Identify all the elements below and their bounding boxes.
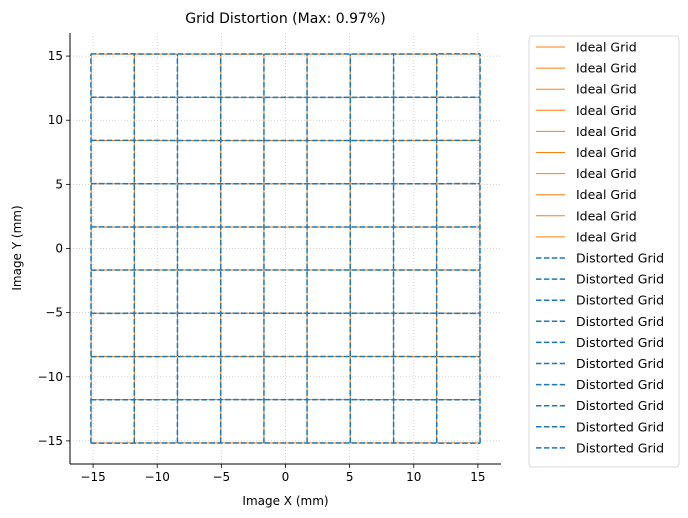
y-tick-label: 5 [55,177,63,191]
legend-label: Ideal Grid [576,103,637,118]
legend-frame [528,35,680,468]
legend-label: Ideal Grid [576,208,637,223]
legend-label: Distorted Grid [576,251,664,266]
y-tick-label: 0 [55,242,63,256]
legend-label: Distorted Grid [576,440,664,455]
legend-label: Distorted Grid [576,419,664,434]
legend-label: Ideal Grid [576,145,637,160]
y-tick-label: −10 [38,370,63,384]
legend-label: Distorted Grid [576,356,664,371]
legend-label: Distorted Grid [576,293,664,308]
x-tick-label: 0 [282,470,290,484]
legend-label: Distorted Grid [576,398,664,413]
legend-label: Ideal Grid [576,82,637,97]
legend-label: Ideal Grid [576,166,637,181]
x-tick-label: −5 [213,470,231,484]
y-axis-label: Image Y (mm) [10,205,24,290]
x-tick-label: 10 [406,470,421,484]
legend-label: Distorted Grid [576,335,664,350]
y-tick-label: 15 [48,49,63,63]
x-tick-label: 5 [346,470,354,484]
y-tick-label: 10 [48,113,63,127]
y-tick-label: −15 [38,434,63,448]
x-tick-label: −10 [145,470,170,484]
legend-label: Distorted Grid [576,272,664,287]
x-axis-label: Image X (mm) [242,494,328,508]
legend-label: Distorted Grid [576,314,664,329]
legend-label: Ideal Grid [576,61,637,76]
legend-label: Ideal Grid [576,124,637,139]
x-tick-label: 15 [470,470,485,484]
legend-label: Ideal Grid [576,229,637,244]
legend-label: Ideal Grid [576,40,637,55]
chart-title: Grid Distortion (Max: 0.97%) [185,11,385,27]
legend-label: Ideal Grid [576,187,637,202]
y-tick-label: −5 [45,306,63,320]
plot-area: −15 −10 −5 0 5 10 15 −15 −10 −5 0 5 10 15 [38,33,501,484]
x-tick-label: −15 [80,470,105,484]
legend: Ideal Grid Ideal Grid Ideal Grid Ideal Grid… [528,35,680,468]
legend-label: Distorted Grid [576,377,664,392]
